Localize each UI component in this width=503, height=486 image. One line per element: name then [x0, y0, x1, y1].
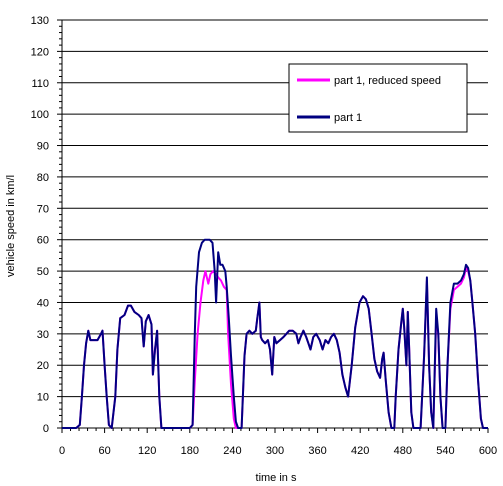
- x-tick-label: 240: [223, 445, 241, 457]
- x-tick-label: 0: [59, 445, 65, 457]
- series-line-part-1: [62, 238, 488, 429]
- y-tick-label: 70: [37, 203, 49, 215]
- x-tick-label: 540: [436, 445, 454, 457]
- y-tick-label: 0: [43, 423, 49, 435]
- y-tick-labels: 0 10 20 30 40 50 60 70 80 90 100 110 120 130: [31, 15, 49, 435]
- legend-label-part-1: part 1: [334, 112, 362, 124]
- y-tick-label: 40: [37, 297, 49, 309]
- tick-marks: [57, 19, 489, 433]
- y-tick-label: 60: [37, 235, 49, 247]
- x-tick-label: 60: [98, 445, 110, 457]
- y-tick-label: 120: [31, 46, 49, 58]
- y-tick-label: 30: [37, 329, 49, 341]
- y-tick-label: 20: [37, 360, 49, 372]
- x-tick-label: 360: [308, 445, 326, 457]
- y-tick-label: 110: [31, 78, 49, 90]
- y-tick-label: 50: [37, 266, 49, 278]
- legend-label-reduced-speed: part 1, reduced speed: [334, 75, 441, 87]
- series-lines: [62, 238, 488, 429]
- x-tick-labels: 0 60 120 180 240 300 360 420 480 540 600: [59, 445, 497, 457]
- y-tick-label: 100: [31, 109, 49, 121]
- x-tick-label: 420: [351, 445, 369, 457]
- legend-box: [288, 63, 468, 133]
- x-tick-label: 120: [138, 445, 156, 457]
- x-tick-label: 180: [181, 445, 199, 457]
- x-tick-label: 600: [479, 445, 497, 457]
- y-tick-label: 90: [37, 141, 49, 153]
- y-axis-title: vehicle speed in km/l: [5, 175, 17, 277]
- y-tick-label: 10: [37, 392, 49, 404]
- x-tick-label: 300: [266, 445, 284, 457]
- x-tick-label: 480: [394, 445, 412, 457]
- y-tick-label: 80: [37, 172, 49, 184]
- legend: part 1, reduced speed part 1: [288, 63, 468, 133]
- x-axis-title: time in s: [256, 472, 297, 484]
- y-tick-label: 130: [31, 15, 49, 27]
